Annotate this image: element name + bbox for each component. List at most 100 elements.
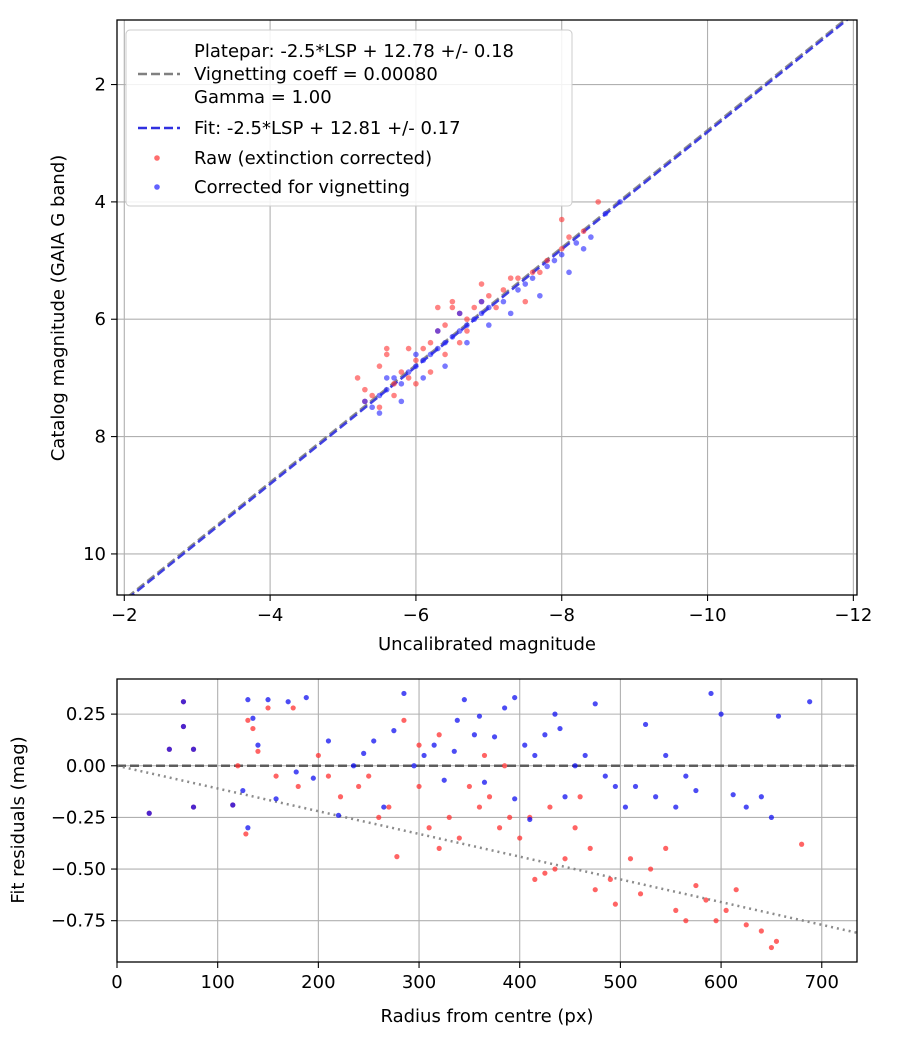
residuals-point-corrected-for-vignetting — [768, 814, 775, 821]
residuals-point-raw-extinction-corrected — [637, 891, 644, 897]
residuals-point-corrected-for-vignetting — [557, 725, 563, 732]
residuals-point-raw-extinction-corrected — [572, 825, 578, 831]
residuals-point-corrected-for-vignetting — [285, 699, 291, 705]
calibration-point-corrected-for-vignetting — [383, 386, 390, 393]
legend-raw-marker — [154, 155, 160, 161]
residuals-point-raw-extinction-corrected — [426, 825, 432, 831]
calibration-x-tick-label: −2 — [111, 605, 138, 626]
calibration-x-tick-label: −4 — [257, 605, 284, 626]
calibration-point-raw-extinction-corrected — [413, 380, 419, 387]
residuals-point-raw-extinction-corrected — [446, 814, 452, 821]
residuals-point-corrected-for-vignetting — [476, 713, 483, 719]
calibration-plot-frame — [116, 19, 858, 596]
calibration-point-raw-extinction-corrected — [362, 386, 368, 393]
residuals-point-corrected-for-vignetting — [653, 794, 659, 800]
calibration-point-corrected-for-vignetting — [456, 328, 463, 334]
calibration-point-raw-extinction-corrected — [464, 328, 470, 334]
residuals-chart: 0 100 200 300 400 500 600 700 0.25 0.00 −0.25 −0.50… — [8, 678, 858, 1027]
calibration-point-raw-extinction-corrected — [434, 304, 441, 311]
residuals-point-raw-extinction-corrected — [562, 856, 568, 862]
residuals-point-corrected-for-vignetting — [807, 699, 813, 705]
residuals-point-corrected-for-vignetting — [293, 769, 299, 775]
calibration-point-corrected-for-vignetting — [486, 322, 492, 328]
calibration-x-tick-label: −8 — [548, 605, 575, 626]
residuals-point-corrected-for-vignetting — [612, 783, 618, 790]
calibration-point-corrected-for-vignetting — [544, 263, 550, 270]
residuals-grid — [116, 679, 857, 962]
residuals-point-corrected-for-vignetting — [461, 697, 467, 703]
residuals-point-raw-extinction-corrected — [627, 856, 634, 862]
residuals-point-corrected-for-vignetting — [335, 812, 342, 818]
residuals-point-corrected-for-vignetting — [512, 796, 518, 802]
calibration-ticks: −2 −4 −6 −8 −10 −12 2 4 6 8 10 — [83, 75, 872, 626]
residuals-y-tick-label: −0.75 — [51, 911, 106, 932]
residuals-point-raw-extinction-corrected — [773, 938, 780, 944]
calibration-point-raw-extinction-corrected — [558, 246, 565, 252]
residuals-point-corrected-for-vignetting — [542, 732, 548, 738]
calibration-legend: Platepar: -2.5*LSP + 12.78 +/- 0.18 Vign… — [125, 29, 573, 207]
residuals-point-corrected-for-vignetting — [361, 750, 367, 756]
residuals-point-raw-extinction-corrected — [552, 866, 558, 872]
residuals-point-raw-extinction-corrected — [723, 907, 729, 913]
calibration-points — [354, 199, 623, 416]
calibration-point-corrected-for-vignetting — [413, 363, 419, 369]
residuals-point-raw-extinction-corrected — [325, 773, 332, 779]
residuals-point-corrected-for-vignetting — [562, 794, 568, 800]
residuals-point-corrected-for-vignetting — [592, 701, 598, 707]
residuals-point-corrected-for-vignetting — [663, 752, 669, 759]
calibration-point-corrected-for-vignetting — [456, 310, 463, 317]
calibration-point-corrected-for-vignetting — [478, 298, 485, 305]
calibration-point-corrected-for-vignetting — [602, 210, 609, 217]
legend-fit-label: Fit: -2.5*LSP + 12.81 +/- 0.17 — [194, 118, 461, 139]
residuals-point-corrected-for-vignetting — [146, 810, 152, 816]
residuals-point-raw-extinction-corrected — [663, 845, 669, 851]
residuals-point-corrected-for-vignetting — [775, 713, 782, 719]
residuals-point-raw-extinction-corrected — [436, 732, 442, 738]
calibration-point-corrected-for-vignetting — [434, 345, 441, 352]
calibration-point-raw-extinction-corrected — [449, 304, 456, 311]
legend-corrected-label: Corrected for vignetting — [194, 177, 410, 198]
residuals-point-raw-extinction-corrected — [416, 783, 422, 790]
residuals-point-corrected-for-vignetting — [718, 711, 724, 717]
residuals-point-corrected-for-vignetting — [481, 779, 488, 785]
residuals-point-corrected-for-vignetting — [602, 773, 608, 779]
residuals-point-raw-extinction-corrected — [315, 752, 321, 759]
calibration-y-axis-label: Catalog magnitude (GAIA G band) — [48, 155, 69, 462]
residuals-point-raw-extinction-corrected — [517, 835, 523, 841]
calibration-point-corrected-for-vignetting — [500, 298, 507, 305]
residuals-point-raw-extinction-corrected — [466, 783, 472, 790]
calibration-point-raw-extinction-corrected — [369, 392, 375, 399]
residuals-point-raw-extinction-corrected — [376, 814, 382, 821]
residuals-point-corrected-for-vignetting — [190, 746, 197, 752]
residuals-point-corrected-for-vignetting — [693, 787, 699, 794]
calibration-y-tick-label: 8 — [95, 427, 106, 448]
calibration-point-corrected-for-vignetting — [464, 322, 470, 328]
calibration-y-tick-label: 10 — [83, 544, 106, 565]
residuals-point-corrected-for-vignetting — [180, 723, 187, 730]
calibration-point-corrected-for-vignetting — [405, 369, 412, 375]
residuals-point-corrected-for-vignetting — [401, 690, 407, 697]
residuals-points — [146, 690, 813, 951]
calibration-point-raw-extinction-corrected — [354, 375, 361, 381]
calibration-point-corrected-for-vignetting — [486, 304, 492, 311]
residuals-point-raw-extinction-corrected — [481, 752, 488, 759]
residuals-point-corrected-for-vignetting — [622, 804, 629, 810]
residuals-point-corrected-for-vignetting — [730, 792, 736, 798]
residuals-point-corrected-for-vignetting — [491, 734, 498, 740]
calibration-point-corrected-for-vignetting — [537, 292, 543, 299]
residuals-point-raw-extinction-corrected — [496, 825, 503, 831]
residuals-point-corrected-for-vignetting — [245, 697, 251, 703]
calibration-point-corrected-for-vignetting — [398, 380, 405, 387]
residuals-x-tick-label: 700 — [805, 972, 839, 993]
calibration-point-raw-extinction-corrected — [442, 351, 448, 358]
calibration-point-raw-extinction-corrected — [529, 269, 536, 276]
residuals-point-raw-extinction-corrected — [592, 887, 598, 893]
calibration-y-tick-label: 4 — [95, 192, 106, 213]
residuals-point-raw-extinction-corrected — [607, 876, 613, 882]
residuals-point-raw-extinction-corrected — [290, 705, 296, 711]
residuals-point-raw-extinction-corrected — [273, 773, 279, 779]
calibration-point-corrected-for-vignetting — [362, 398, 368, 405]
residuals-point-raw-extinction-corrected — [245, 717, 251, 723]
calibration-point-raw-extinction-corrected — [500, 287, 507, 293]
